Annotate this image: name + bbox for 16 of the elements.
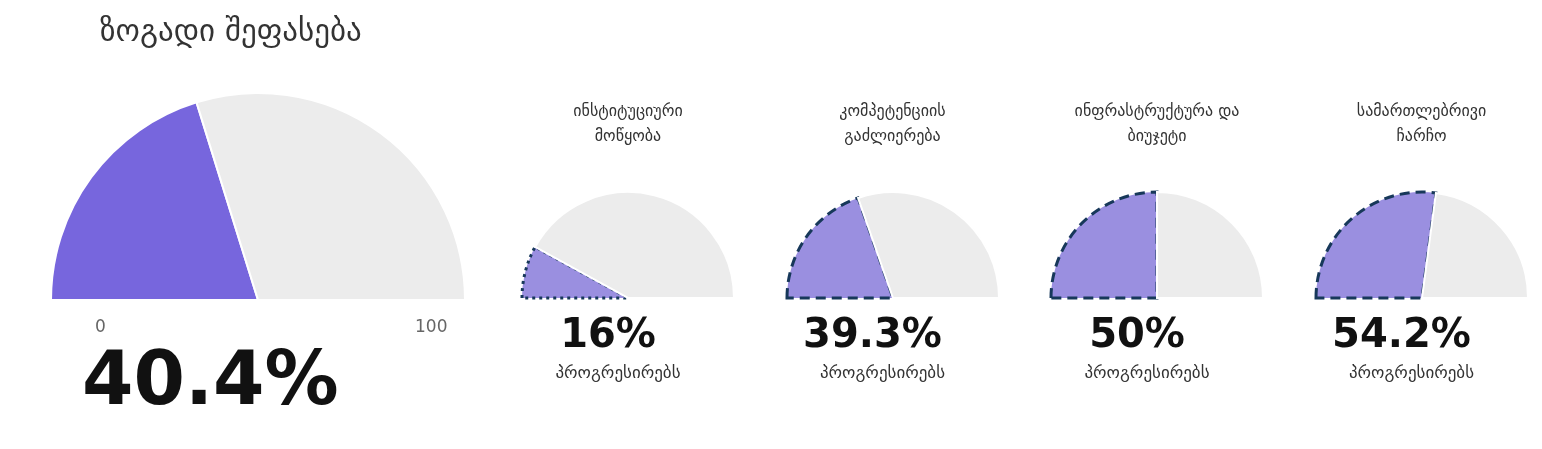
chart-title: სამართლებრივი ჩარჩო: [1355, 100, 1488, 147]
text: 50%: [1088, 310, 1186, 356]
text: 0: [95, 316, 106, 336]
text: 100: [415, 316, 448, 336]
text: 39.3%: [802, 310, 943, 356]
text: პროგრესირებს: [818, 362, 947, 382]
chart-title: ზოგადი შეფასება: [100, 12, 362, 48]
text: პროგრესირებს: [554, 362, 682, 382]
text: 54.2%: [1331, 310, 1472, 356]
chart-title: კომპეტენციის გაძლიერება: [838, 100, 947, 147]
chart-title: ინსტიტუციური მოწყობა: [572, 100, 684, 147]
text: პროგრესირებს: [1347, 362, 1476, 382]
chart-title: ინფრასტრუქტურა და ბიუჯეტი: [1073, 100, 1241, 147]
text: 40.4%: [82, 335, 339, 421]
text: პროგრესირებს: [1083, 362, 1211, 382]
text: 16%: [559, 310, 657, 356]
